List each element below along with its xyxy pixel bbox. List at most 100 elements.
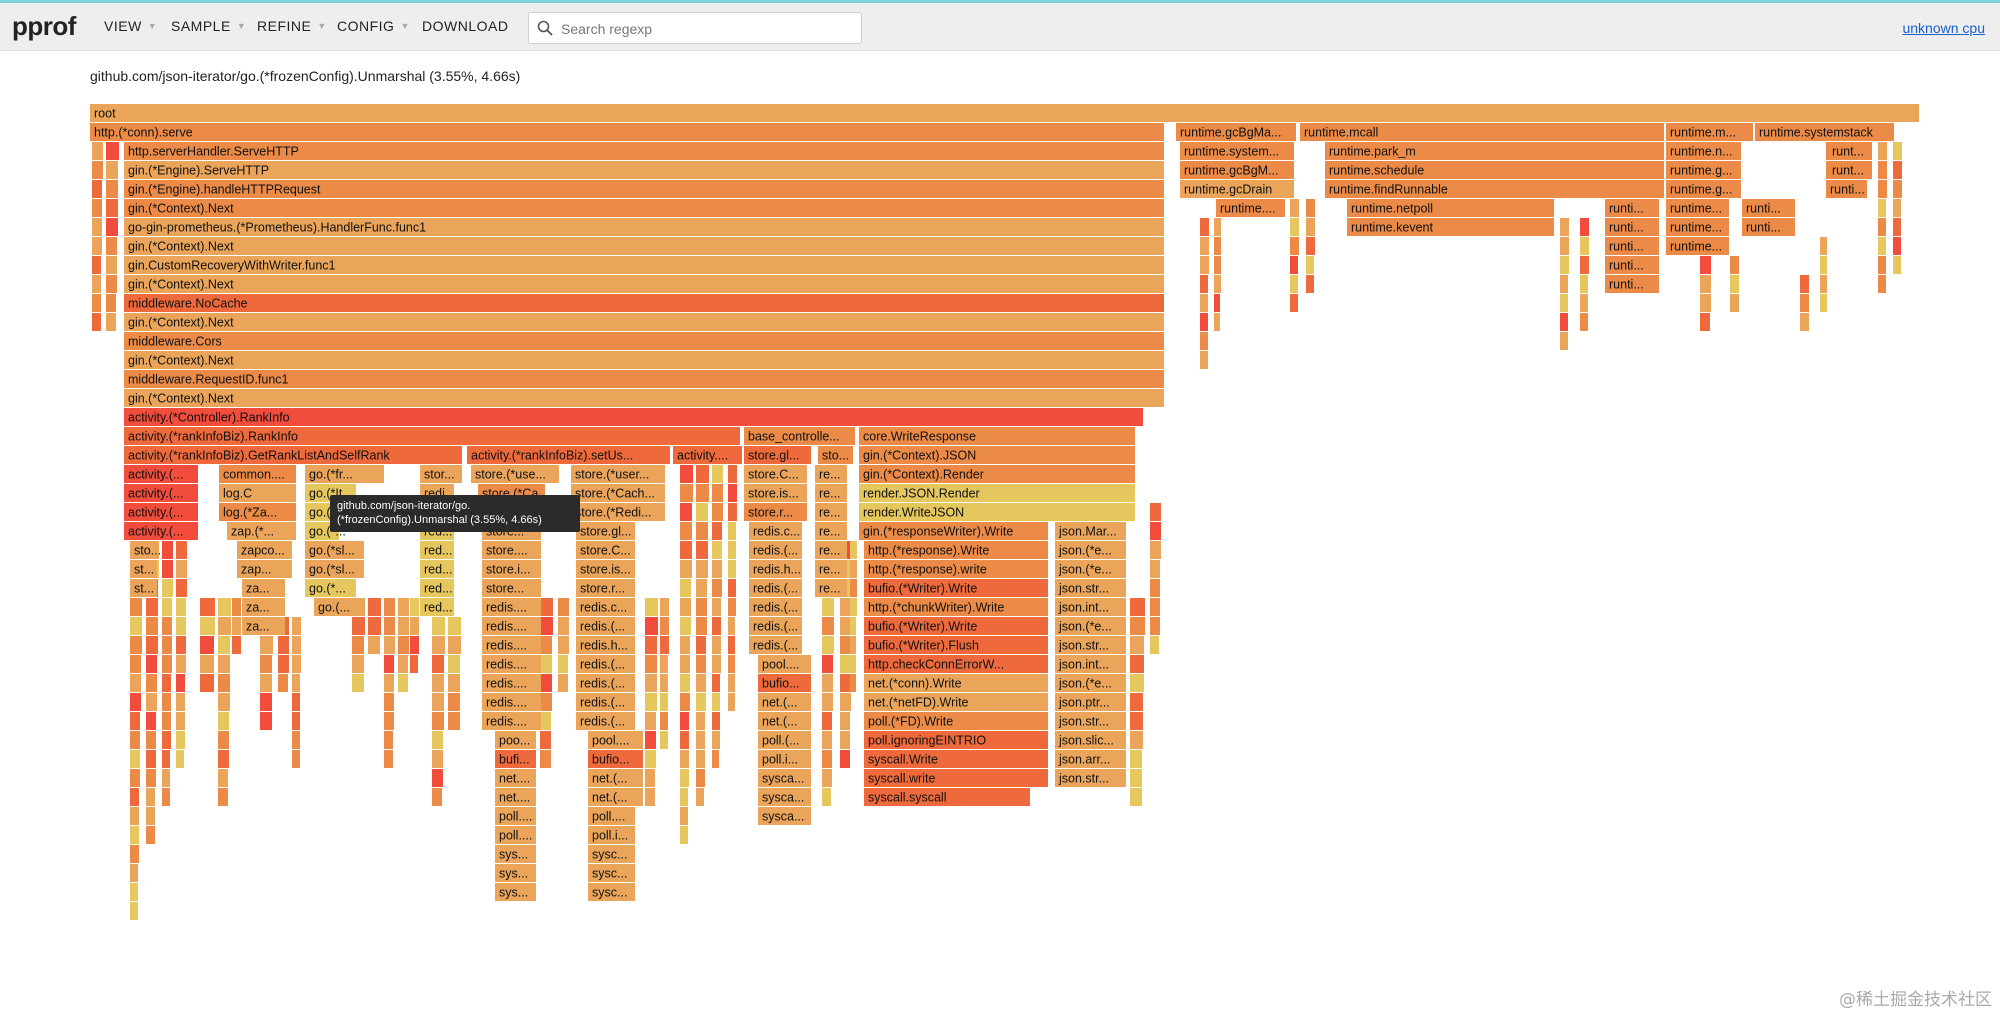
flame-frame-stub[interactable] <box>680 750 689 768</box>
flame-frame-stub[interactable] <box>106 218 118 236</box>
flame-frame-stub[interactable] <box>645 712 656 730</box>
flame-frame-stub[interactable] <box>432 674 444 692</box>
flame-frame-stub[interactable] <box>130 902 138 920</box>
flame-frame-stub[interactable] <box>1150 636 1159 654</box>
flame-frame-stub[interactable] <box>840 731 850 749</box>
flame-frame[interactable] <box>749 598 802 616</box>
flame-frame[interactable] <box>1055 541 1126 559</box>
flame-frame-stub[interactable] <box>292 693 300 711</box>
flame-frame[interactable] <box>124 199 1164 217</box>
flame-frame-stub[interactable] <box>1700 313 1710 331</box>
flame-frame-stub[interactable] <box>1700 294 1711 312</box>
flame-frame-stub[interactable] <box>1130 655 1144 673</box>
flame-frame-stub[interactable] <box>1200 351 1208 369</box>
flame-frame[interactable] <box>1666 123 1753 141</box>
flame-frame-stub[interactable] <box>712 731 720 749</box>
flame-frame[interactable] <box>864 769 1048 787</box>
flame-frame-stub[interactable] <box>384 712 394 730</box>
flame-frame-stub[interactable] <box>278 655 289 673</box>
flame-frame[interactable] <box>864 693 1048 711</box>
flame-frame-stub[interactable] <box>696 617 707 635</box>
flame-frame[interactable] <box>1055 693 1126 711</box>
flame-frame-stub[interactable] <box>558 674 568 692</box>
flame-frame-stub[interactable] <box>558 598 569 616</box>
flame-frame-stub[interactable] <box>1800 313 1809 331</box>
flame-frame-stub[interactable] <box>432 769 443 787</box>
flame-frame-stub[interactable] <box>162 674 171 692</box>
flame-frame-stub[interactable] <box>352 617 365 635</box>
flame-frame[interactable] <box>576 674 635 692</box>
flame-frame[interactable] <box>130 560 157 578</box>
flame-frame-stub[interactable] <box>680 503 692 521</box>
flame-frame-stub[interactable] <box>712 522 722 540</box>
flame-frame-stub[interactable] <box>680 560 692 578</box>
flame-frame-stub[interactable] <box>680 807 688 825</box>
flame-frame[interactable] <box>124 503 198 521</box>
flame-frame[interactable] <box>124 522 198 540</box>
flame-frame-stub[interactable] <box>822 693 833 711</box>
flame-frame-stub[interactable] <box>1730 294 1739 312</box>
flame-frame-stub[interactable] <box>850 617 856 635</box>
flame-frame[interactable] <box>305 541 364 559</box>
flame-frame-stub[interactable] <box>822 598 834 616</box>
flame-frame[interactable] <box>124 218 1164 236</box>
flame-frame-stub[interactable] <box>176 731 185 749</box>
flame-frame-stub[interactable] <box>1878 142 1887 160</box>
flame-frame-stub[interactable] <box>162 617 172 635</box>
flame-frame-stub[interactable] <box>1800 294 1809 312</box>
flame-frame-stub[interactable] <box>92 199 102 217</box>
flame-frame-stub[interactable] <box>176 712 185 730</box>
flame-frame[interactable] <box>758 712 811 730</box>
flame-frame-stub[interactable] <box>130 598 142 616</box>
flame-frame[interactable] <box>576 636 635 654</box>
flame-frame-stub[interactable] <box>1560 256 1569 274</box>
flame-frame[interactable] <box>1826 180 1867 198</box>
flame-frame-stub[interactable] <box>840 750 850 768</box>
flame-frame[interactable] <box>864 636 1048 654</box>
flame-frame-stub[interactable] <box>130 826 139 844</box>
flame-frame-stub[interactable] <box>1150 617 1160 635</box>
flame-frame-stub[interactable] <box>398 655 408 673</box>
flame-frame-stub[interactable] <box>558 636 569 654</box>
flame-frame-stub[interactable] <box>1150 503 1161 521</box>
flame-frame-stub[interactable] <box>1130 693 1143 711</box>
flame-frame[interactable] <box>1055 674 1126 692</box>
flame-frame[interactable] <box>571 465 665 483</box>
flame-frame[interactable] <box>124 446 462 464</box>
flame-frame-stub[interactable] <box>448 617 461 635</box>
flame-frame[interactable] <box>864 541 1048 559</box>
flame-frame[interactable] <box>482 674 541 692</box>
flame-frame[interactable] <box>864 788 1030 806</box>
flame-frame[interactable] <box>482 617 541 635</box>
flame-frame-stub[interactable] <box>176 655 186 673</box>
flame-frame[interactable] <box>744 503 807 521</box>
flame-frame-stub[interactable] <box>432 636 445 654</box>
flame-frame[interactable] <box>859 465 1135 483</box>
flame-frame-stub[interactable] <box>218 598 231 616</box>
flame-frame-stub[interactable] <box>645 655 657 673</box>
flame-frame-stub[interactable] <box>218 674 230 692</box>
flame-frame[interactable] <box>571 503 665 521</box>
flame-frame-stub[interactable] <box>162 788 170 806</box>
flame-frame-stub[interactable] <box>448 636 461 654</box>
flame-frame[interactable] <box>124 275 1164 293</box>
flame-frame-stub[interactable] <box>645 769 655 787</box>
flame-frame[interactable] <box>237 541 292 559</box>
flame-frame[interactable] <box>1055 712 1126 730</box>
flame-frame-stub[interactable] <box>260 693 272 711</box>
flame-frame-stub[interactable] <box>92 294 101 312</box>
flame-frame-stub[interactable] <box>92 256 101 274</box>
flame-frame-stub[interactable] <box>218 712 229 730</box>
flame-frame-stub[interactable] <box>1820 256 1827 274</box>
flame-frame-stub[interactable] <box>1150 541 1161 559</box>
flame-frame[interactable] <box>124 142 1164 160</box>
flame-frame-stub[interactable] <box>645 674 657 692</box>
flame-frame-stub[interactable] <box>200 598 215 616</box>
flame-frame[interactable] <box>1300 123 1664 141</box>
flame-frame[interactable] <box>1055 636 1126 654</box>
flame-frame[interactable] <box>1055 560 1126 578</box>
flame-frame-stub[interactable] <box>232 636 241 654</box>
flame-frame-stub[interactable] <box>1290 199 1299 217</box>
flame-frame-stub[interactable] <box>448 712 460 730</box>
flame-frame[interactable] <box>749 541 802 559</box>
